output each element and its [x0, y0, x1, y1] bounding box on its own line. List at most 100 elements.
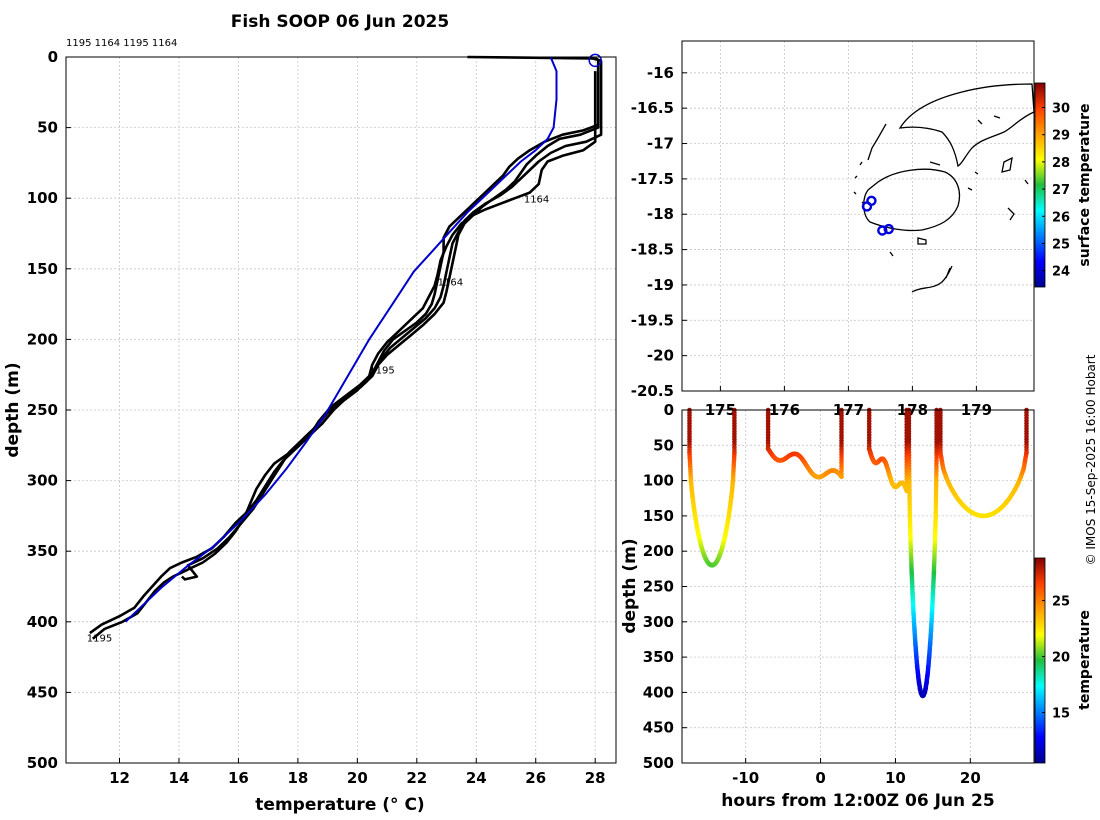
- surface-temperature-colorbar-tick-label: 24: [1052, 265, 1070, 280]
- credit-text: © IMOS 15-Sep-2025 16:00 Hobart: [1084, 354, 1098, 565]
- section-ytick-label: 150: [643, 507, 674, 525]
- temperature-colorbar-bar: [1034, 557, 1046, 764]
- coastline-taveuni: [1001, 156, 1013, 173]
- section-ytick-label: 300: [643, 613, 674, 631]
- coastline-vanua-levu: [898, 83, 1035, 167]
- profile-ytick-label: 450: [27, 683, 58, 701]
- section-ytick-label: 0: [664, 401, 674, 419]
- map-panel: 175 176 177 178 179 -16-16.5-17-17.5-18-18.5…: [631, 40, 1093, 419]
- profile-xtick-label: 14: [169, 769, 190, 787]
- map-ytick-label: -19.5: [631, 311, 674, 329]
- profile-panel: Fish SOOP 06 Jun 2025 1195 1164 1195 116…: [3, 12, 617, 815]
- temperature-colorbar: 15 20 25: [1034, 557, 1070, 764]
- section-ylabel: depth (m): [620, 538, 640, 633]
- surface-temperature-colorbar-tick-label: 26: [1052, 210, 1070, 225]
- section-xtick-label: 0: [815, 769, 825, 787]
- profile-grid: [66, 56, 616, 764]
- profile-xtick-label: 16: [228, 769, 249, 787]
- ship-track-point: [877, 225, 888, 236]
- section-ytick-label: 250: [643, 578, 674, 596]
- profile-line-climatology: [124, 56, 558, 623]
- profile-ytick-label: 150: [27, 260, 58, 278]
- section-ytick-label: 200: [643, 542, 674, 560]
- map-yticks: -16 -16.5 -17 -17.5 -18 -18.5 -19 -19.5 -20 -20.5: [631, 64, 687, 400]
- profile-ylabel: depth (m): [3, 362, 23, 457]
- temperature-colorbar-tick-label: 15: [1052, 707, 1070, 722]
- surface-temperature-colorbar-tick-label: 30: [1052, 101, 1070, 116]
- profile-line-1164: [181, 57, 603, 581]
- temperature-colorbar-tick-label: 20: [1052, 651, 1070, 666]
- temperature-colorbar-label: temperature: [1077, 610, 1093, 710]
- profile-inline-label: 1195: [369, 365, 394, 376]
- profile-xlabel: temperature (° C): [255, 795, 424, 815]
- section-ytick-label: 350: [643, 648, 674, 666]
- profile-xtick-label: 12: [109, 769, 130, 787]
- profile-inline-label: 1195: [87, 634, 112, 645]
- ship-track-points: [861, 195, 894, 236]
- surface-temperature-colorbar: 24 25 26 27 28 29 30: [1034, 82, 1070, 288]
- profile-ytick-label: 250: [27, 401, 58, 419]
- section-xtick-label: 20: [960, 769, 981, 787]
- ship-track-point: [883, 223, 894, 235]
- section-panel: -10 0 10 20 050100150200250300350400450500 …: [620, 401, 1093, 811]
- profile-ytick-label: 500: [27, 754, 58, 772]
- profile-ytick-label: 100: [27, 189, 58, 207]
- map-ytick-label: -17.5: [631, 170, 674, 188]
- profile-line-1195: [91, 55, 600, 640]
- map-ytick-label: -16.5: [631, 99, 674, 117]
- map-ytick-label: -17: [647, 135, 674, 153]
- profile-axes-box: [65, 56, 617, 764]
- map-ytick-label: -20.5: [631, 382, 674, 400]
- surface-temperature-colorbar-tick-label: 25: [1052, 237, 1070, 252]
- coastline-small-islands: [853, 161, 941, 257]
- coastline-kadavu: [911, 265, 953, 293]
- surface-temperature-colorbar-label: surface temperature: [1077, 103, 1093, 266]
- profile-ytick-label: 50: [37, 119, 58, 137]
- surface-temperature-colorbar-tick-label: 29: [1052, 129, 1070, 144]
- section-xtick-label: -10: [732, 769, 759, 787]
- surface-temperature-colorbar-tick-label: 27: [1052, 183, 1070, 198]
- profile-ytick-label: 400: [27, 613, 58, 631]
- profile-yticks: 0 50 100 150 200 250 300 350 400 450 500: [27, 48, 71, 772]
- temperature-colorbar-tick-label: 25: [1052, 595, 1070, 610]
- profile-xtick-label: 22: [406, 769, 427, 787]
- coastline-viti-levu: [863, 168, 961, 232]
- map-axes-box: [681, 40, 1035, 392]
- section-xlabel: hours from 12:00Z 06 Jun 25: [721, 791, 994, 811]
- profile-ytick-label: 350: [27, 542, 58, 560]
- profile-xtick-label: 24: [466, 769, 487, 787]
- section-casts: [687, 407, 1029, 699]
- profile-xtick-label: 20: [347, 769, 368, 787]
- section-xticks: -10 0 10 20: [732, 758, 981, 787]
- profile-top-labels: 1195 1164 1195 1164: [66, 38, 177, 49]
- profile-xtick-label: 26: [525, 769, 546, 787]
- map-ytick-label: -18: [647, 205, 674, 223]
- ship-track-point: [861, 201, 873, 212]
- map-ytick-label: -18.5: [631, 241, 674, 259]
- profile-inline-labels: 1164 1164 1195 1195: [87, 194, 549, 644]
- profile-xtick-label: 28: [585, 769, 606, 787]
- profile-xtick-label: 18: [287, 769, 308, 787]
- section-ytick-label: 100: [643, 472, 674, 490]
- profile-inline-label: 1164: [524, 194, 549, 205]
- section-xtick-label: 10: [885, 769, 906, 787]
- map-ytick-label: -16: [647, 64, 674, 82]
- surface-temperature-colorbar-bar: [1034, 82, 1046, 288]
- section-ytick-label: 50: [653, 436, 674, 454]
- profile-xticks: 12 14 16 18 20 22 24 26 28: [109, 758, 606, 787]
- surface-temperature-colorbar-tick-label: 28: [1052, 156, 1070, 171]
- coastline-lau-islets: [967, 115, 1029, 221]
- profile-title: Fish SOOP 06 Jun 2025: [231, 12, 449, 32]
- profile-ytick-label: 300: [27, 472, 58, 490]
- profile-lines: [89, 53, 603, 640]
- profile-ytick-label: 200: [27, 330, 58, 348]
- coastline-yasawa: [854, 123, 887, 179]
- map-grid: [682, 41, 1034, 392]
- map-ytick-label: -19: [647, 276, 674, 294]
- profile-line-1195b: [89, 64, 600, 635]
- section-ytick-label: 450: [643, 719, 674, 737]
- section-yticks: 0 50 100 150 200 250 300 350 400 450 500: [643, 401, 687, 772]
- section-ytick-label: 400: [643, 683, 674, 701]
- profile-inline-label: 1164: [438, 278, 463, 289]
